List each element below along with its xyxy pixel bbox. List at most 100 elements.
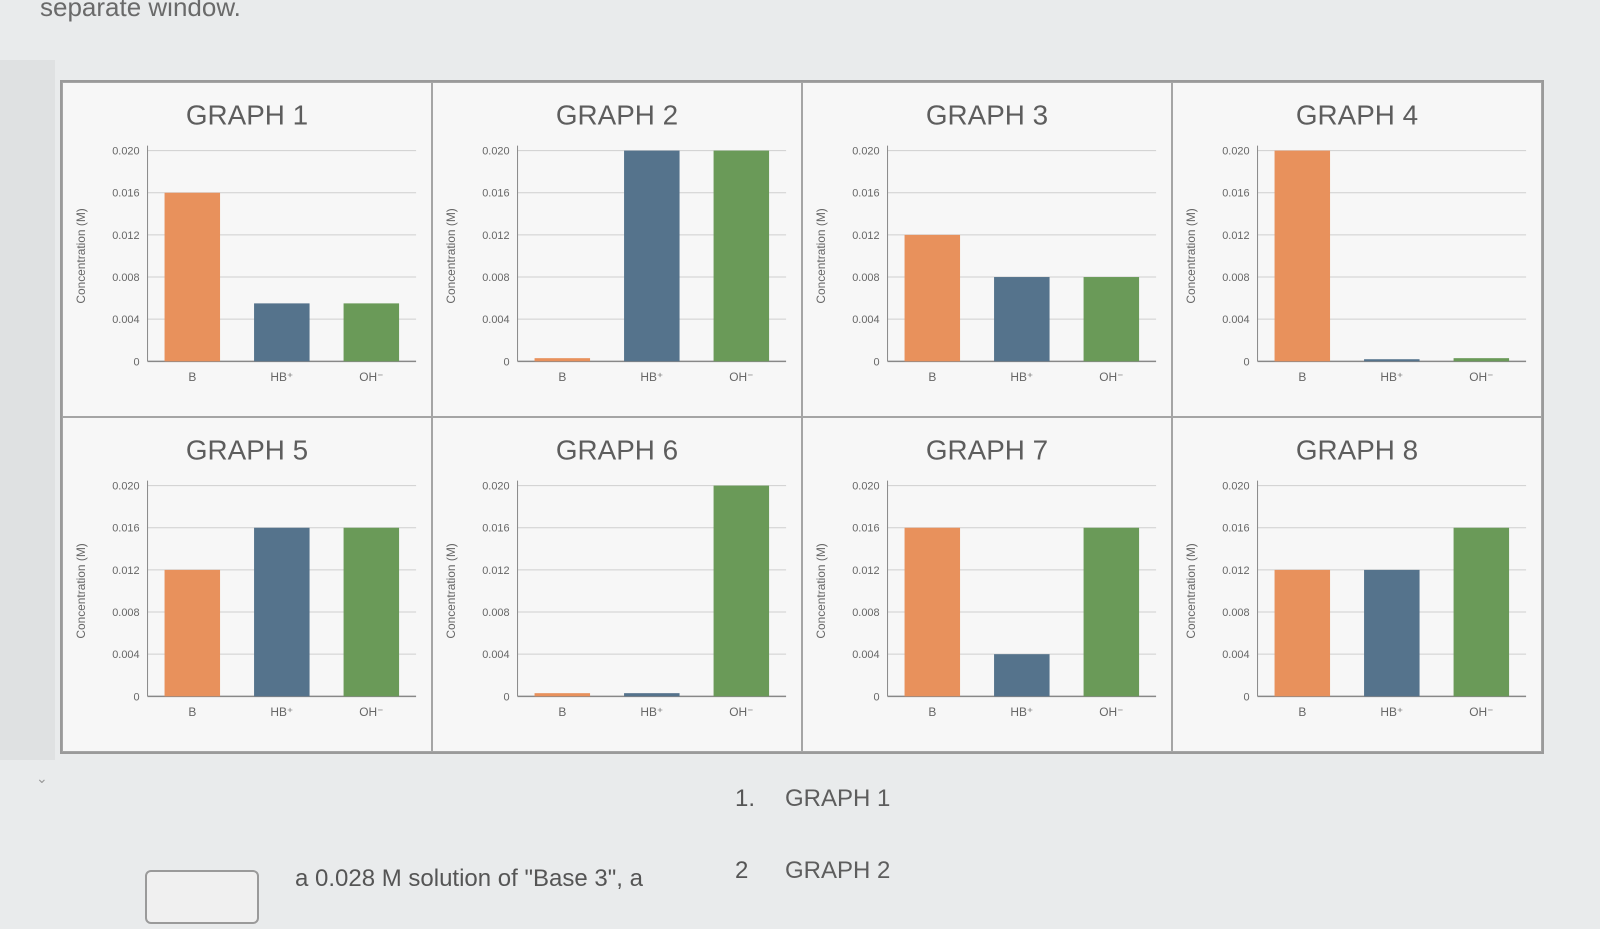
y-axis-label: Concentration (M) bbox=[74, 208, 88, 303]
y-axis-label: Concentration (M) bbox=[814, 208, 828, 303]
graph-panel-8: GRAPH 8 Concentration (M) 0 0.004 0.008 0.012… bbox=[1172, 417, 1542, 752]
graph-title: GRAPH 8 bbox=[1296, 435, 1418, 466]
answer-option-2[interactable]: 2 GRAPH 2 bbox=[735, 857, 890, 885]
y-tick-label: 0.016 bbox=[852, 188, 879, 200]
bar-b bbox=[534, 693, 591, 697]
bar-oh bbox=[713, 485, 770, 697]
x-tick-label: HB⁺ bbox=[1010, 370, 1033, 384]
bar-b bbox=[1274, 150, 1331, 362]
y-axis-label: Concentration (M) bbox=[74, 543, 88, 638]
y-tick-label: 0.020 bbox=[112, 481, 139, 493]
y-axis-label: Concentration (M) bbox=[444, 543, 458, 638]
bar-oh bbox=[1083, 527, 1140, 697]
y-tick-label: 0.004 bbox=[112, 649, 139, 661]
graph-panel-3: GRAPH 3 Concentration (M) 0 0.004 0.008 0.012… bbox=[802, 82, 1172, 417]
bar-oh bbox=[343, 527, 400, 697]
y-tick-label: 0 bbox=[874, 356, 880, 368]
graph-5-chart: GRAPH 5 Concentration (M) 0 0.004 0.008 0.012… bbox=[74, 435, 417, 719]
y-tick-label: 0.004 bbox=[1222, 314, 1249, 326]
graph-panel-7: GRAPH 7 Concentration (M) 0 0.004 0.008 0.012… bbox=[802, 417, 1172, 752]
x-tick-label: OH⁻ bbox=[1099, 370, 1123, 384]
y-tick-label: 0.004 bbox=[482, 649, 509, 661]
y-axis-label: Concentration (M) bbox=[1184, 543, 1198, 638]
y-axis-label: Concentration (M) bbox=[1184, 208, 1198, 303]
x-tick-label: B bbox=[558, 705, 566, 719]
answer-option-1[interactable]: 1. GRAPH 1 bbox=[735, 785, 890, 813]
y-tick-label: 0.020 bbox=[1222, 481, 1249, 493]
bar-b bbox=[164, 192, 221, 362]
y-tick-label: 0 bbox=[504, 691, 510, 703]
y-tick-label: 0.008 bbox=[852, 272, 879, 284]
graph-6-chart: GRAPH 6 Concentration (M) 0 0.004 0.008 0.012… bbox=[444, 435, 787, 719]
y-tick-label: 0 bbox=[134, 691, 140, 703]
x-tick-label: B bbox=[188, 705, 196, 719]
y-tick-label: 0 bbox=[1244, 356, 1250, 368]
x-tick-label: B bbox=[188, 370, 196, 384]
y-tick-label: 0.016 bbox=[1222, 523, 1249, 535]
y-tick-label: 0.012 bbox=[112, 565, 139, 577]
graph-7-chart: GRAPH 7 Concentration (M) 0 0.004 0.008 0.012… bbox=[814, 435, 1157, 719]
answer-select-dropdown[interactable] bbox=[145, 870, 259, 924]
bar-oh bbox=[1083, 277, 1140, 362]
bar-hb bbox=[994, 277, 1050, 362]
answer-label: GRAPH 2 bbox=[785, 857, 891, 884]
y-tick-label: 0.016 bbox=[482, 523, 509, 535]
y-tick-label: 0.012 bbox=[852, 230, 879, 242]
graph-panel-4: GRAPH 4 Concentration (M) 0 0.004 0.008 0.012… bbox=[1172, 82, 1542, 417]
bar-oh bbox=[1453, 527, 1510, 697]
graph-title: GRAPH 5 bbox=[186, 435, 308, 466]
bar-b bbox=[904, 527, 961, 697]
bar-hb bbox=[1364, 569, 1420, 697]
x-tick-label: OH⁻ bbox=[359, 705, 383, 719]
y-tick-label: 0.016 bbox=[112, 188, 139, 200]
y-tick-label: 0.020 bbox=[482, 146, 509, 158]
bar-oh bbox=[713, 150, 770, 362]
question-text: a 0.028 M solution of "Base 3", a bbox=[295, 865, 643, 892]
answer-list: 1. GRAPH 1 2 GRAPH 2 bbox=[735, 785, 890, 929]
graph-panel-1: GRAPH 1 Concentration (M) 0 0.004 0.008 0.012… bbox=[62, 82, 432, 417]
x-tick-label: OH⁻ bbox=[359, 370, 383, 384]
bar-b bbox=[1274, 569, 1331, 697]
y-tick-label: 0.004 bbox=[1222, 649, 1249, 661]
y-tick-label: 0.008 bbox=[112, 607, 139, 619]
y-tick-label: 0.016 bbox=[112, 523, 139, 535]
y-tick-label: 0.012 bbox=[1222, 565, 1249, 577]
bar-hb bbox=[1364, 359, 1420, 362]
y-tick-label: 0.020 bbox=[112, 146, 139, 158]
bar-oh bbox=[343, 303, 400, 362]
bar-hb bbox=[994, 654, 1050, 697]
y-tick-label: 0.020 bbox=[852, 481, 879, 493]
y-tick-label: 0.020 bbox=[482, 481, 509, 493]
bar-hb bbox=[254, 303, 310, 362]
y-tick-label: 0.004 bbox=[112, 314, 139, 326]
y-tick-label: 0.016 bbox=[852, 523, 879, 535]
y-tick-label: 0.008 bbox=[1222, 607, 1249, 619]
chevron-down-icon[interactable]: ⌄ bbox=[36, 770, 48, 786]
graph-panel-5: GRAPH 5 Concentration (M) 0 0.004 0.008 0.012… bbox=[62, 417, 432, 752]
bar-b bbox=[164, 569, 221, 697]
y-tick-label: 0.012 bbox=[1222, 230, 1249, 242]
x-tick-label: OH⁻ bbox=[729, 705, 753, 719]
y-tick-label: 0.012 bbox=[852, 565, 879, 577]
graph-title: GRAPH 1 bbox=[186, 100, 308, 131]
x-tick-label: HB⁺ bbox=[270, 705, 293, 719]
answer-label: GRAPH 1 bbox=[785, 785, 891, 812]
y-tick-label: 0.016 bbox=[482, 188, 509, 200]
bar-b bbox=[534, 358, 591, 362]
left-sidebar-edge bbox=[0, 60, 55, 760]
graph-8-chart: GRAPH 8 Concentration (M) 0 0.004 0.008 0.012… bbox=[1184, 435, 1527, 719]
y-tick-label: 0.020 bbox=[1222, 146, 1249, 158]
graph-title: GRAPH 4 bbox=[1296, 100, 1418, 131]
y-tick-label: 0.012 bbox=[112, 230, 139, 242]
graph-title: GRAPH 2 bbox=[556, 100, 678, 131]
bar-b bbox=[904, 234, 961, 362]
y-tick-label: 0.016 bbox=[1222, 188, 1249, 200]
y-tick-label: 0.004 bbox=[852, 649, 879, 661]
y-tick-label: 0 bbox=[874, 691, 880, 703]
graph-panel-6: GRAPH 6 Concentration (M) 0 0.004 0.008 0.012… bbox=[432, 417, 802, 752]
y-tick-label: 0.004 bbox=[482, 314, 509, 326]
x-tick-label: B bbox=[928, 705, 936, 719]
x-tick-label: HB⁺ bbox=[640, 370, 663, 384]
graph-1-chart: GRAPH 1 Concentration (M) 0 0.004 0.008 0.012… bbox=[74, 100, 417, 384]
graph-panel-2: GRAPH 2 Concentration (M) 0 0.004 0.008 0.012… bbox=[432, 82, 802, 417]
